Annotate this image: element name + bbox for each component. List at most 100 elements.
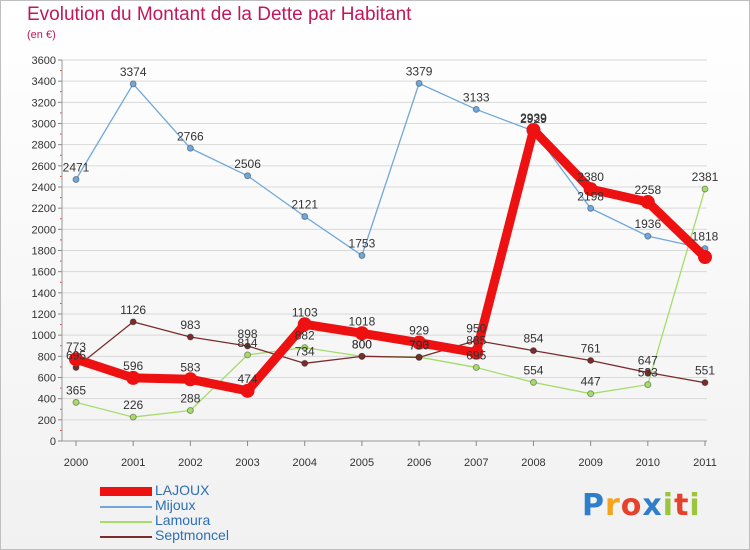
data-label-lamoura: 226 <box>123 398 143 412</box>
data-label-septmoncel: 1126 <box>120 303 146 317</box>
x-tick-label: 2003 <box>235 457 259 469</box>
data-label-septmoncel: 854 <box>523 332 543 346</box>
logo-letter: o <box>620 488 643 523</box>
y-tick-label: 600 <box>38 373 56 385</box>
legend-label: Septmoncel <box>155 527 229 543</box>
x-tick-label: 2001 <box>121 457 145 469</box>
logo-letter: P <box>582 488 605 523</box>
data-point-lajoux <box>698 250 712 265</box>
data-label-septmoncel: 695 <box>66 348 86 362</box>
data-label-mijoux: 1753 <box>349 236 376 250</box>
data-point-septmoncel <box>415 353 423 361</box>
legend-item-lamoura: Lamoura <box>100 512 300 530</box>
y-tick-label: 1800 <box>32 246 56 258</box>
data-point-mijoux <box>358 251 366 259</box>
proxiti-logo: Proxiti <box>582 488 701 523</box>
y-tick-label: 2000 <box>32 224 56 236</box>
data-point-lamoura <box>644 381 652 389</box>
data-label-septmoncel: 647 <box>638 354 658 368</box>
data-point-lamoura <box>129 413 137 421</box>
data-label-lamoura: 288 <box>180 392 200 406</box>
data-point-lamoura <box>72 398 80 406</box>
data-label-lajoux: 2380 <box>577 170 604 184</box>
legend-label: Lamoura <box>155 512 211 528</box>
y-tick-label: 3200 <box>32 97 56 109</box>
data-label-mijoux: 2198 <box>577 189 604 203</box>
data-label-lamoura: 554 <box>523 363 543 377</box>
chart-subtitle: (en €) <box>27 29 56 41</box>
data-point-lamoura <box>529 378 537 386</box>
data-point-mijoux <box>472 105 480 113</box>
data-label-lamoura: 793 <box>409 338 429 352</box>
legend-swatch <box>100 506 152 508</box>
data-point-mijoux <box>72 175 80 183</box>
data-label-lajoux: 2939 <box>520 111 547 125</box>
data-label-mijoux: 1818 <box>692 230 719 244</box>
series-line-mijoux <box>75 82 706 257</box>
data-label-lajoux: 1018 <box>349 314 376 328</box>
logo-letter: x <box>642 488 663 523</box>
data-point-septmoncel <box>644 369 652 377</box>
series-line-lajoux <box>71 125 710 396</box>
series-lajoux <box>69 122 712 398</box>
legend-swatch <box>100 521 152 523</box>
x-tick-label: 2009 <box>578 457 602 469</box>
legend-label: Mijoux <box>155 497 196 513</box>
x-tick-label: 2008 <box>521 457 545 469</box>
y-tick-label: 3000 <box>32 119 56 131</box>
y-tick-label: 1000 <box>32 330 56 342</box>
data-label-lamoura: 533 <box>638 366 658 380</box>
logo-letter: r <box>605 488 621 523</box>
y-tick-label: 0 <box>50 436 56 448</box>
data-label-mijoux: 1936 <box>634 217 661 231</box>
data-label-lamoura: 800 <box>352 337 372 351</box>
data-label-septmoncel: 800 <box>352 337 372 351</box>
y-tick-label: 2800 <box>32 140 56 152</box>
data-point-mijoux <box>186 144 194 152</box>
data-label-septmoncel: 734 <box>295 344 315 358</box>
x-tick-label: 2010 <box>636 457 660 469</box>
data-point-lajoux <box>526 122 541 137</box>
data-point-mijoux <box>415 79 423 87</box>
logo-letter: i <box>689 488 701 523</box>
y-tick-label: 200 <box>38 415 56 427</box>
data-point-septmoncel <box>186 333 194 341</box>
x-tick-label: 2011 <box>693 457 717 469</box>
data-label-lajoux: 1103 <box>292 305 318 319</box>
logo-letter: i <box>662 488 675 523</box>
data-point-mijoux <box>244 172 252 180</box>
logo-letter: t <box>674 488 690 523</box>
data-point-lajoux <box>412 335 427 350</box>
data-point-mijoux <box>129 80 137 88</box>
data-point-lajoux <box>297 317 312 332</box>
data-point-lajoux <box>469 345 484 360</box>
data-label-septmoncel: 551 <box>695 364 715 378</box>
y-tick-label: 2200 <box>32 203 56 215</box>
data-point-mijoux <box>301 213 309 221</box>
data-point-lamoura <box>472 363 480 371</box>
chart-title: Evolution du Montant de la Dette par Hab… <box>27 4 412 25</box>
data-label-lajoux: 474 <box>238 372 258 386</box>
data-label-mijoux: 2471 <box>63 160 90 174</box>
data-point-lajoux <box>640 195 655 210</box>
data-point-lajoux <box>183 372 198 387</box>
series-lamoura <box>72 185 709 421</box>
data-point-lamoura <box>301 344 309 352</box>
x-tick-label: 2004 <box>292 457 316 469</box>
data-label-lamoura: 447 <box>581 375 601 389</box>
legend-swatch <box>100 487 152 496</box>
legend-item-septmoncel: Septmoncel <box>100 527 300 545</box>
data-label-lamoura: 814 <box>238 336 258 350</box>
series-line-septmoncel <box>75 321 706 384</box>
data-point-mijoux <box>644 232 652 240</box>
data-point-lamoura <box>244 351 252 359</box>
data-point-lamoura <box>186 407 194 415</box>
y-tick-label: 1600 <box>32 267 56 279</box>
x-tick-label: 2006 <box>407 457 431 469</box>
data-label-septmoncel: 761 <box>581 341 601 355</box>
series-mijoux <box>72 79 709 259</box>
legend-label: LAJOUX <box>155 482 210 498</box>
x-tick-label: 2002 <box>178 457 202 469</box>
